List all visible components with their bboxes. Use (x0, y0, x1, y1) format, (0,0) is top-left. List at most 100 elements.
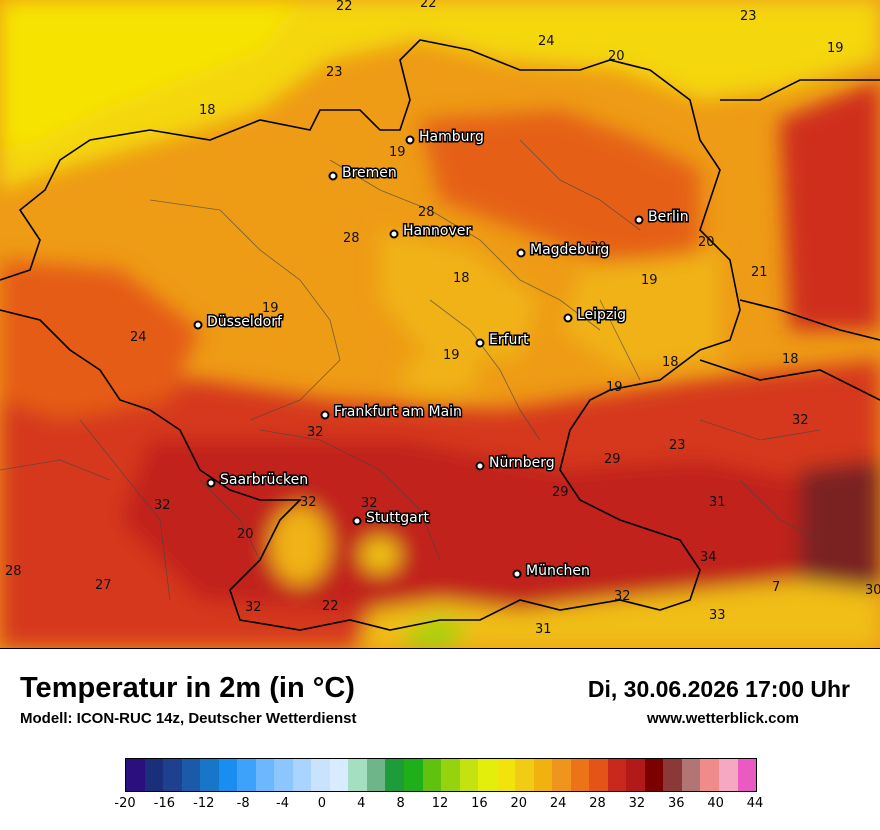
legend-swatch (200, 759, 219, 791)
legend-swatch (644, 759, 664, 791)
temperature-value: 29 (604, 452, 621, 467)
temperature-value: 20 (608, 49, 625, 64)
city-dot (389, 229, 399, 239)
legend-tick-label: 44 (746, 796, 764, 811)
city-dot (320, 410, 330, 420)
legend-swatch (496, 759, 516, 791)
model-source: Modell: ICON-RUC 14z, Deutscher Wetterdi… (20, 710, 357, 727)
temperature-value: 20 (237, 527, 254, 542)
legend-swatch (737, 759, 757, 791)
map-canvas: 22 22 23 24 20 19 18 23 19 28 28 30 20 19 21 18 19 19 24 18… (0, 0, 880, 648)
legend-swatch (126, 759, 145, 791)
legend-swatch (311, 759, 330, 791)
legend-swatch (589, 759, 608, 791)
temperature-value: 22 (420, 0, 437, 11)
city-label: Magdeburg (530, 242, 609, 258)
legend-tick-label: -20 (114, 796, 136, 811)
legend-swatch (459, 759, 479, 791)
city-dot (563, 313, 573, 323)
city-label: Hannover (403, 223, 471, 239)
legend-swatch (626, 759, 645, 791)
legend-tick-label: 28 (589, 796, 606, 811)
city-dot (475, 461, 485, 471)
temperature-value: 33 (709, 608, 726, 623)
city-label: Frankfurt am Main (334, 404, 462, 420)
legend-swatch (570, 759, 590, 791)
temperature-value: 32 (792, 413, 809, 428)
legend-swatch (681, 759, 701, 791)
temperature-value: 18 (199, 103, 216, 118)
map-title: Temperatur in 2m (in °C) (20, 672, 355, 704)
temperature-value: 28 (5, 564, 22, 579)
legend-swatch (552, 759, 571, 791)
temperature-value: 32 (614, 589, 631, 604)
city-dot (475, 338, 485, 348)
legend-swatch (292, 759, 312, 791)
legend-tick-label: 36 (667, 796, 685, 811)
forecast-datetime: Di, 30.06.2026 17:00 Uhr (587, 676, 850, 702)
legend-swatch (218, 759, 238, 791)
borders (0, 39, 880, 631)
temperature-value: 32 (245, 600, 262, 615)
temperature-value: 22 (336, 0, 353, 14)
legend-swatch (348, 759, 367, 791)
legend-swatch (441, 759, 460, 791)
legend-tick-label: -8 (236, 796, 250, 811)
city-dot (206, 478, 216, 488)
legend-swatch (719, 759, 738, 791)
legend-ticks: -20 -16 -12 -8 -4 0 4 8 12 16 20 24 28 32 36 40 44 (114, 796, 763, 812)
city-dot (405, 135, 415, 145)
legend-swatch (385, 759, 404, 791)
temperature-value: 23 (740, 9, 757, 24)
color-legend (125, 758, 757, 792)
temperature-value: 23 (669, 438, 686, 453)
temperature-value: 19 (606, 380, 623, 395)
city-label: Hamburg (419, 129, 484, 145)
temperature-value: 31 (535, 622, 552, 637)
temperature-value: 32 (300, 495, 317, 510)
temperature-value: 32 (307, 425, 324, 440)
temperature-value: 34 (700, 550, 717, 565)
city-dot (328, 171, 338, 181)
city-label: Düsseldorf (207, 314, 283, 330)
legend-tick-label: 8 (396, 796, 405, 811)
temperature-value: 19 (641, 273, 658, 288)
legend-tick-label: 20 (510, 796, 528, 811)
temperature-value: 19 (443, 348, 460, 363)
temperature-value: 31 (709, 495, 726, 510)
website-link[interactable]: www.wetterblick.com (647, 710, 799, 727)
legend-swatch (163, 759, 182, 791)
city-label: Saarbrücken (220, 472, 308, 488)
city-dot (193, 320, 203, 330)
legend-swatch (237, 759, 256, 791)
legend-swatch (255, 759, 275, 791)
city-dot (352, 516, 362, 526)
legend-swatch (144, 759, 164, 791)
legend-swatch (533, 759, 553, 791)
legend-tick-label: 24 (549, 796, 567, 811)
legend-tick-label: 32 (628, 796, 646, 811)
legend-swatch (329, 759, 349, 791)
temperature-value: 19 (827, 41, 844, 56)
city-markers: Hamburg Bremen Hannover Berlin Magdeburg Düss… (193, 128, 690, 581)
legend-tick-label: 16 (471, 796, 488, 811)
legend-swatch (403, 759, 423, 791)
city-label: Erfurt (489, 332, 529, 348)
temperature-value: 24 (130, 330, 147, 345)
city-dot (634, 215, 644, 225)
legend-tick-label: 0 (317, 796, 327, 811)
city-label: Bremen (342, 165, 397, 181)
city-label: Stuttgart (366, 510, 429, 526)
city-label: München (526, 563, 590, 579)
city-label: Leipzig (577, 307, 626, 323)
temperature-value: 27 (95, 578, 112, 593)
legend-tick-label: 4 (357, 796, 366, 811)
legend-swatch (478, 759, 497, 791)
temperature-value: 18 (782, 352, 799, 367)
temperature-value: 18 (662, 355, 679, 370)
legend-swatch (181, 759, 201, 791)
legend-swatch (607, 759, 627, 791)
temperature-value: 19 (262, 301, 279, 316)
temperature-map: 22 22 23 24 20 19 18 23 19 28 28 30 20 19 21 18 19 19 24 18… (0, 0, 880, 649)
temperature-value: 7 (772, 580, 780, 595)
